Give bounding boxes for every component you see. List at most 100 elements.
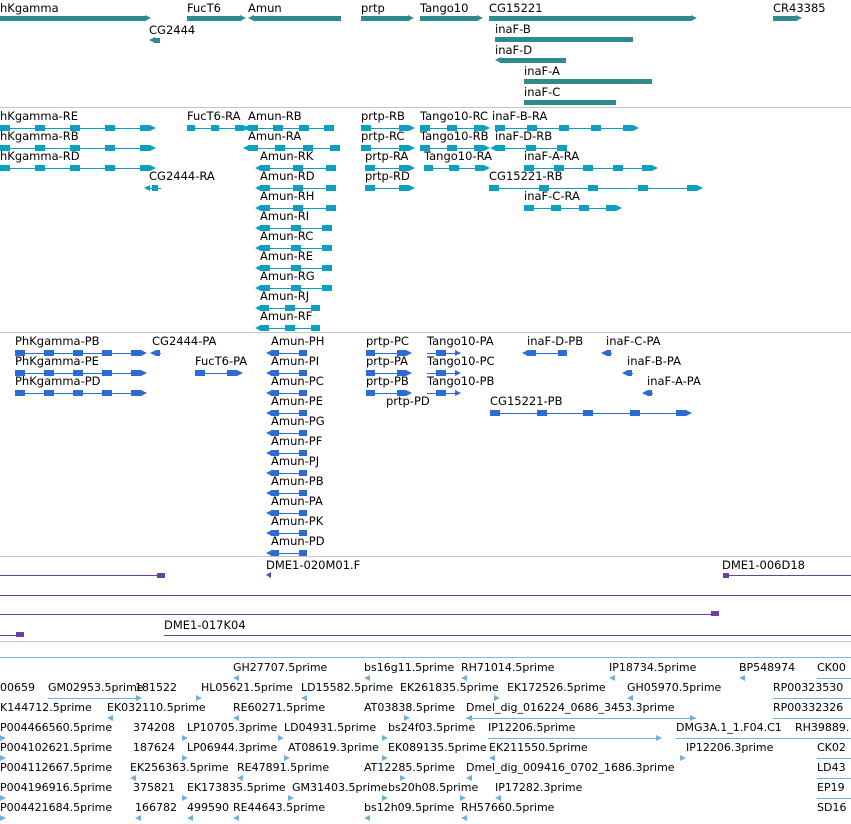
est-label[interactable]: GH27707.5prime	[233, 661, 328, 674]
transcript-label[interactable]: inaF-C-RA	[524, 189, 580, 203]
est-arrow[interactable]	[404, 715, 410, 721]
protein-model[interactable]	[490, 410, 692, 416]
transcript-model[interactable]	[255, 165, 336, 171]
gene-label[interactable]: inaF-A	[524, 64, 560, 78]
protein-label[interactable]: inaF-A-PA	[647, 374, 701, 388]
protein-model[interactable]	[266, 510, 307, 516]
transcript-label[interactable]: CG2444-RA	[149, 169, 215, 183]
est-label[interactable]: K144712.5prime	[0, 701, 92, 714]
transcript-label[interactable]: Amun-RH	[260, 189, 315, 203]
est-line[interactable]	[817, 798, 851, 799]
est-label[interactable]: RE47891.5prime	[237, 761, 330, 774]
transcript-model[interactable]	[365, 185, 415, 191]
est-label[interactable]: DMG3A.1_1.F04.C1	[676, 721, 782, 734]
protein-label[interactable]: Amun-PA	[271, 494, 323, 508]
transcript-model[interactable]	[420, 145, 490, 151]
gene-label[interactable]: prtp	[361, 1, 385, 15]
transcript-model[interactable]	[489, 185, 703, 191]
est-arrow[interactable]	[382, 795, 388, 801]
est-arrow[interactable]	[182, 795, 188, 801]
protein-model[interactable]	[150, 350, 161, 356]
transcript-label[interactable]: Tango10-RA	[424, 149, 492, 163]
est-label[interactable]: AT03838.5prime	[364, 701, 455, 714]
clone-end-marker[interactable]	[157, 573, 165, 578]
protein-model[interactable]	[266, 370, 307, 376]
clone-line[interactable]	[0, 635, 22, 636]
protein-label[interactable]: Amun-PC	[271, 374, 324, 388]
protein-model[interactable]	[266, 410, 307, 416]
protein-label[interactable]: Amun-PJ	[271, 454, 320, 468]
est-arrow[interactable]	[364, 675, 370, 681]
gene-feature[interactable]	[524, 100, 616, 105]
protein-label[interactable]: prtp-PC	[366, 334, 409, 348]
est-label[interactable]: LD43	[817, 761, 846, 774]
transcript-model[interactable]	[255, 205, 336, 211]
est-arrow[interactable]	[187, 815, 193, 821]
est-label[interactable]: 375821	[133, 781, 175, 794]
protein-model[interactable]	[266, 470, 307, 476]
est-arrow[interactable]	[182, 755, 188, 761]
protein-model[interactable]	[15, 390, 147, 396]
transcript-model[interactable]	[361, 145, 415, 151]
transcript-model[interactable]	[144, 185, 161, 191]
transcript-label[interactable]: FucT6-RA	[187, 109, 241, 123]
transcript-model[interactable]	[524, 205, 622, 211]
gene-label[interactable]: Amun	[248, 1, 282, 15]
gene-feature[interactable]	[420, 15, 483, 21]
est-arrow[interactable]	[489, 755, 495, 761]
est-arrow[interactable]	[284, 755, 290, 761]
est-label[interactable]: P004102621.5prime	[0, 741, 113, 754]
transcript-label[interactable]: Amun-RF	[260, 309, 313, 323]
est-arrow[interactable]	[135, 815, 141, 821]
transcript-model[interactable]	[255, 285, 332, 291]
transcript-model[interactable]	[495, 125, 639, 131]
transcript-model[interactable]	[365, 165, 415, 171]
est-arrow[interactable]	[233, 815, 239, 821]
est-label[interactable]: HL05621.5prime	[201, 681, 293, 694]
transcript-model[interactable]	[255, 265, 332, 271]
est-label[interactable]: 499590	[187, 801, 229, 814]
transcript-label[interactable]: inaF-A-RA	[524, 149, 580, 163]
gene-label[interactable]: hKgamma	[0, 1, 59, 15]
est-arrow[interactable]	[382, 755, 388, 761]
est-label[interactable]: CK02	[817, 741, 846, 754]
clone-line[interactable]	[0, 614, 714, 615]
transcript-model[interactable]	[255, 185, 336, 191]
protein-label[interactable]: inaF-C-PA	[606, 334, 661, 348]
gene-label[interactable]: CR43385	[773, 1, 826, 15]
transcript-model[interactable]	[243, 145, 340, 151]
est-line[interactable]	[773, 698, 851, 699]
est-label[interactable]: RH39889.	[795, 721, 850, 734]
transcript-label[interactable]: Amun-RJ	[260, 289, 310, 303]
transcript-label[interactable]: Amun-RB	[248, 109, 302, 123]
est-arrow[interactable]	[495, 795, 501, 801]
est-arrow[interactable]	[233, 675, 239, 681]
clone-label[interactable]: DME1-017K04	[164, 618, 246, 632]
est-line[interactable]	[48, 698, 138, 699]
est-arrow[interactable]	[233, 715, 239, 721]
transcript-label[interactable]: hKgamma-RE	[0, 109, 79, 123]
est-label[interactable]: RE44643.5prime	[233, 801, 326, 814]
est-line[interactable]	[488, 738, 660, 739]
protein-label[interactable]: FucT6-PA	[195, 354, 248, 368]
est-label[interactable]: IP12206.5prime	[488, 721, 576, 734]
transcript-label[interactable]: CG15221-RB	[489, 169, 563, 183]
transcript-model[interactable]	[255, 305, 320, 311]
est-arrow[interactable]	[461, 815, 467, 821]
est-arrow[interactable]	[690, 715, 696, 721]
est-label[interactable]: IP17282.3prime	[495, 781, 583, 794]
transcript-label[interactable]: Amun-RI	[260, 209, 310, 223]
transcript-model[interactable]	[255, 325, 320, 331]
transcript-label[interactable]: hKgamma-RB	[0, 129, 79, 143]
protein-label[interactable]: Amun-PB	[271, 474, 324, 488]
clone-label[interactable]: DME1-020M01.F	[266, 558, 361, 572]
est-arrow[interactable]	[0, 795, 6, 801]
transcript-model[interactable]	[255, 245, 332, 251]
protein-label[interactable]: Tango10-PA	[427, 334, 494, 348]
est-arrow[interactable]	[288, 795, 294, 801]
transcript-label[interactable]: Amun-RC	[260, 229, 314, 243]
transcript-label[interactable]: Amun-RA	[248, 129, 302, 143]
est-arrow[interactable]	[364, 815, 370, 821]
est-label[interactable]: EK256363.5prime	[130, 761, 229, 774]
est-label[interactable]: LD15582.5prime	[301, 681, 394, 694]
